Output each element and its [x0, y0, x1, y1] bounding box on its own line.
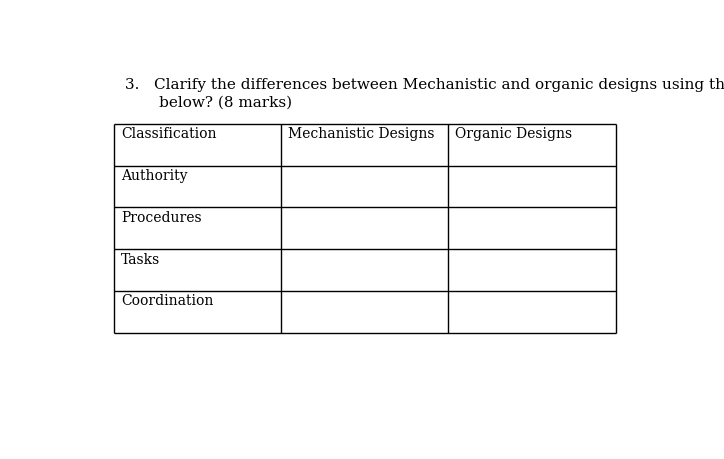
Text: below? (8 marks): below? (8 marks) — [125, 96, 292, 110]
Text: Authority: Authority — [121, 169, 188, 183]
Text: Mechanistic Designs: Mechanistic Designs — [288, 128, 434, 141]
Text: Classification: Classification — [121, 128, 216, 141]
Text: Procedures: Procedures — [121, 211, 201, 225]
Text: Organic Designs: Organic Designs — [455, 128, 573, 141]
Text: Tasks: Tasks — [121, 252, 160, 267]
Text: Coordination: Coordination — [121, 294, 213, 308]
Text: 3.   Clarify the differences between Mechanistic and organic designs using the t: 3. Clarify the differences between Mecha… — [125, 78, 724, 92]
